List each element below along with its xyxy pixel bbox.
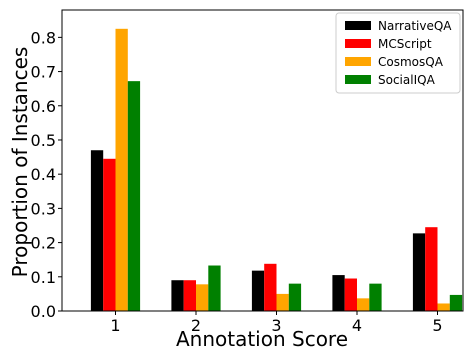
x-axis: 1 2 3 4 5 — [110, 311, 443, 335]
plot-frame — [61, 9, 464, 312]
bar-narrativeqa-score-3 — [251, 270, 265, 311]
bar-socialiqa-score-4 — [369, 283, 382, 311]
y-tick-label: 0.2 — [31, 234, 56, 253]
bar-cosmosqa-score-2 — [196, 284, 209, 311]
x-tick-label: 4 — [352, 316, 362, 335]
y-tick-label: 0.1 — [31, 268, 56, 287]
x-tick-label: 3 — [271, 316, 281, 335]
legend-swatch-narrativeqa — [345, 21, 371, 30]
y-tick-label: 0.8 — [31, 28, 56, 47]
legend-swatch-cosmosqa — [345, 57, 371, 66]
legend-box — [335, 12, 461, 94]
bar-cosmosqa-score-4 — [357, 298, 370, 311]
y-tick-label: 0.5 — [31, 131, 56, 150]
bar-narrativeqa-score-4 — [332, 275, 345, 311]
legend-swatch-socialiqa — [345, 75, 371, 84]
bar-narrativeqa-score-5 — [412, 233, 426, 311]
bar-cosmosqa-score-5 — [437, 303, 450, 311]
bar-narrativeqa-score-1 — [90, 150, 104, 311]
bar-socialiqa-score-2 — [208, 265, 221, 311]
y-axis-title: Proportion of Instances — [8, 47, 32, 278]
bar-socialiqa-score-3 — [288, 283, 302, 311]
bar-cosmosqa-score-3 — [276, 293, 289, 311]
bar-mcscript-score-3 — [264, 263, 277, 311]
x-tick-label: 5 — [432, 316, 442, 335]
legend-label-socialiqa: SocialIQA — [378, 73, 436, 87]
y-tick-label: 0.6 — [31, 97, 56, 116]
y-tick-label: 0.7 — [31, 63, 56, 82]
x-axis-title: Annotation Score — [176, 327, 348, 347]
bar-socialiqa-score-5 — [449, 294, 463, 311]
bar-socialiqa-score-1 — [127, 81, 141, 312]
y-tick-label: 0.4 — [31, 165, 56, 184]
bar-mcscript-score-5 — [425, 227, 438, 311]
y-tick-label: 0.3 — [31, 199, 56, 218]
y-axis: 0.0 0.1 0.2 0.3 0.4 0.5 0.6 0.7 0.8 — [31, 28, 62, 321]
legend-swatch-mcscript — [345, 39, 371, 48]
legend: NarrativeQA MCScript CosmosQA SocialIQA — [335, 12, 461, 94]
legend-label-mcscript: MCScript — [378, 37, 432, 51]
x-tick-label: 2 — [191, 316, 201, 335]
x-tick-label: 1 — [110, 316, 120, 335]
bar-mcscript-score-1 — [103, 158, 116, 311]
bar-cosmosqa-score-1 — [115, 28, 128, 312]
bars-layer — [90, 28, 463, 312]
legend-label-narrativeqa: NarrativeQA — [378, 19, 452, 33]
bar-mcscript-score-4 — [344, 278, 357, 311]
bar-narrativeqa-score-2 — [171, 280, 184, 311]
legend-label-cosmosqa: CosmosQA — [378, 55, 444, 69]
y-tick-label: 0.0 — [31, 302, 56, 321]
bar-mcscript-score-2 — [183, 280, 196, 311]
